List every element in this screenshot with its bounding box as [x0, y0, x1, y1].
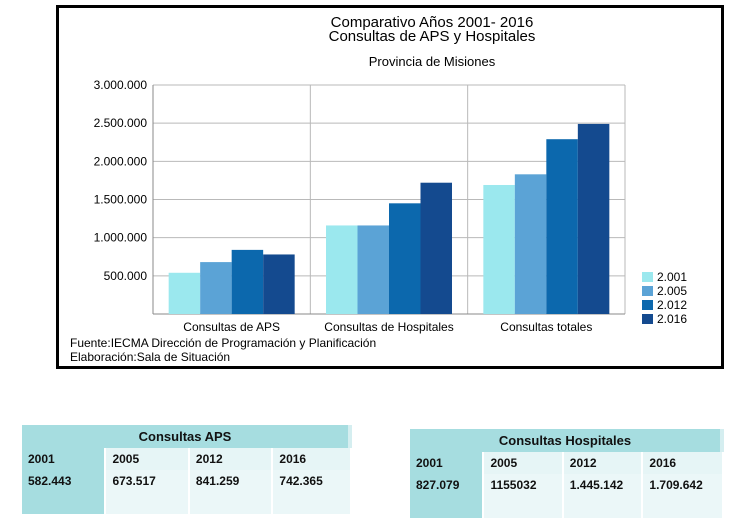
table-aps-title: Consultas APS [22, 425, 352, 448]
chart-title-line1: Comparativo Años 2001- 2016 [331, 14, 534, 31]
legend-label-1: 2.005 [657, 284, 687, 298]
chart-frame: Comparativo Años 2001- 2016 Consultas de … [56, 5, 724, 369]
table-consultas-aps: Consultas APS 2001 2005 2012 2016 582.44… [22, 425, 352, 514]
table-aps-year-2016: 2016 [271, 448, 350, 470]
chart-subtitle: Provincia de Misiones [369, 54, 496, 69]
legend-swatch-3 [642, 314, 653, 324]
table-hosp-value-2012: 1.445.142 [561, 474, 643, 518]
table-hosp-value-2016: 1.709.642 [641, 474, 722, 518]
x-category-label-1: Consultas de Hospitales [324, 320, 453, 334]
x-category-label-0: Consultas de APS [183, 320, 280, 334]
bar-1-2005 [357, 225, 389, 314]
y-tick-label-3: 2.000.000 [94, 154, 148, 168]
legend-label-0: 2.001 [657, 270, 687, 284]
table-hosp-year-2001: 2001 [410, 452, 484, 474]
bar-0-2012 [231, 249, 264, 314]
chart-footnote-source: Fuente:IECMA Dirección de Programación y… [70, 336, 376, 350]
table-aps-value-2012: 841.259 [187, 470, 273, 514]
table-aps-value-2016: 742.365 [271, 470, 350, 514]
bar-2-2001 [483, 184, 515, 314]
y-tick-label-1: 1.000.000 [94, 231, 148, 245]
table-consultas-hospitales: Consultas Hospitales 2001 2005 2012 2016… [410, 429, 724, 518]
chart-footnote-elaboration: Elaboración:Sala de Situación [70, 350, 230, 364]
bar-2-2016 [577, 123, 610, 315]
legend-swatch-0 [642, 272, 653, 282]
y-tick-label-5: 3.000.000 [94, 78, 148, 92]
table-hosp-year-2005: 2005 [482, 452, 563, 474]
bar-0-2001 [168, 272, 201, 314]
bar-1-2001 [326, 225, 358, 314]
table-hosp-value-2005: 1155032 [482, 474, 563, 518]
chart-title-line2: Consultas de APS y Hospitales [329, 28, 536, 45]
y-tick-label-0: 500.000 [104, 269, 148, 283]
legend-swatch-2 [642, 300, 653, 310]
table-aps-year-2005: 2005 [104, 448, 189, 470]
table-hosp-value-2001: 827.079 [410, 474, 484, 518]
bar-0-2005 [200, 262, 232, 314]
legend-label-2: 2.012 [657, 298, 687, 312]
legend-label-3: 2.016 [657, 312, 687, 326]
y-tick-label-2: 1.500.000 [94, 193, 148, 207]
y-tick-label-4: 2.500.000 [94, 116, 148, 130]
legend-swatch-1 [642, 286, 653, 296]
table-aps-value-2001: 582.443 [22, 470, 106, 514]
table-hosp-title: Consultas Hospitales [410, 429, 724, 452]
table-aps-year-2012: 2012 [187, 448, 273, 470]
table-hosp-year-2016: 2016 [641, 452, 722, 474]
bar-0-2016 [263, 254, 295, 314]
table-hosp-year-2012: 2012 [561, 452, 643, 474]
table-aps-year-2001: 2001 [22, 448, 106, 470]
bar-2-2012 [546, 139, 578, 314]
bar-2-2005 [514, 174, 547, 314]
x-category-label-2: Consultas totales [500, 320, 592, 334]
bar-1-2016 [420, 182, 452, 314]
table-aps-value-2005: 673.517 [104, 470, 189, 514]
bar-1-2012 [389, 203, 421, 314]
